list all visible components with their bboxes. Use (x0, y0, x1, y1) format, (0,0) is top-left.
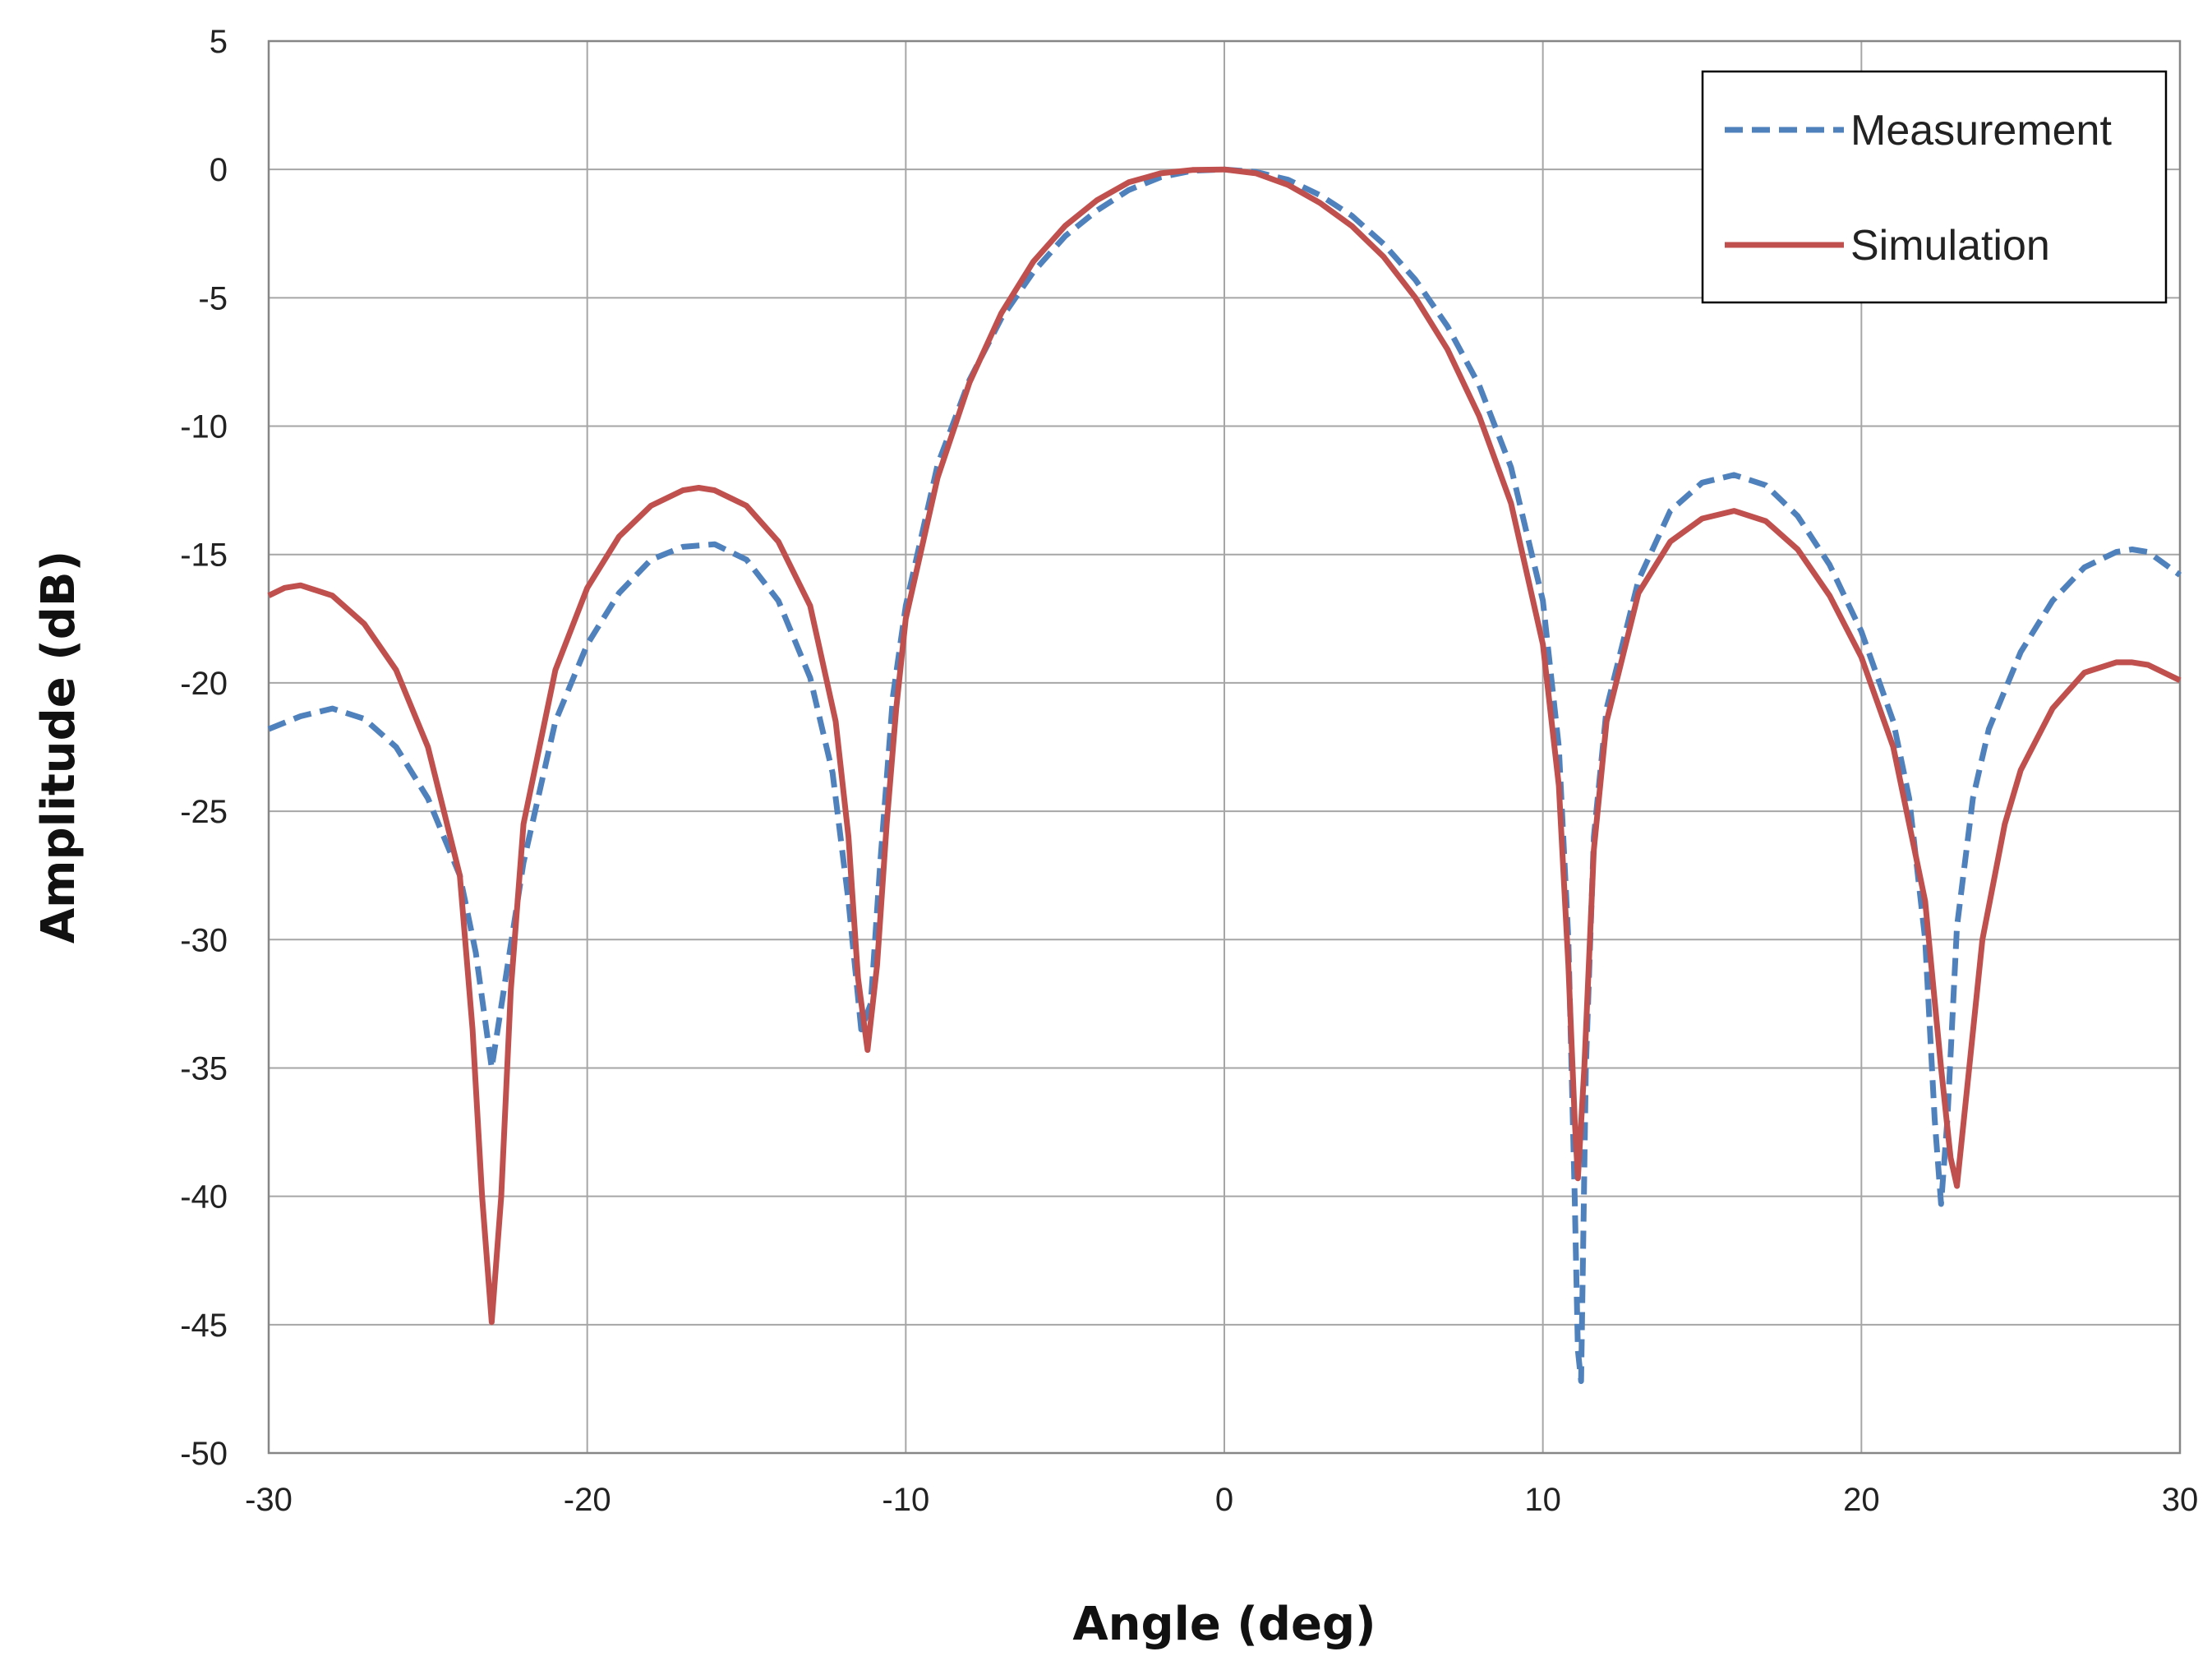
x-tick-label: -30 (245, 1482, 293, 1518)
y-tick-label: -20 (180, 666, 228, 702)
x-axis-title: Angle (deg) (1072, 1598, 1376, 1651)
y-tick-label: -30 (180, 922, 228, 958)
y-tick-label: -50 (180, 1436, 228, 1472)
x-tick-label: 30 (2162, 1482, 2199, 1518)
x-tick-label: -10 (882, 1482, 929, 1518)
series-lines (267, 166, 2182, 1384)
y-tick-label: -45 (180, 1308, 228, 1344)
x-tick-label: 10 (1524, 1482, 1561, 1518)
y-tick-label: -35 (180, 1050, 228, 1086)
y-axis-title: Amplitude (dB) (32, 551, 85, 943)
legend-box (1701, 70, 2168, 304)
x-tick-label: 0 (1215, 1482, 1233, 1518)
x-tick-label: -20 (564, 1482, 611, 1518)
y-axis-tick-labels: 5 0 -5 -10 -15 -20 -25 -30 -35 -40 -45 -50 (180, 24, 228, 1472)
series-line-measurement (267, 166, 2182, 1384)
plot-area-border (267, 39, 2182, 1455)
series-line-simulation (267, 166, 2182, 1326)
legend: Measurement Simulation (1701, 70, 2168, 304)
legend-label-simulation: Simulation (1850, 222, 2050, 270)
legend-label-measurement: Measurement (1850, 107, 2112, 155)
y-tick-label: -15 (180, 537, 228, 574)
y-tick-label: -5 (198, 280, 228, 316)
y-tick-label: -25 (180, 794, 228, 830)
y-tick-label: -40 (180, 1179, 228, 1216)
x-axis-tick-labels: -30 -20 -10 0 10 20 30 (245, 1482, 2198, 1518)
y-tick-label: 5 (210, 24, 228, 60)
x-tick-label: 20 (1843, 1482, 1880, 1518)
y-tick-label: 0 (210, 152, 228, 188)
y-tick-label: -10 (180, 409, 228, 445)
